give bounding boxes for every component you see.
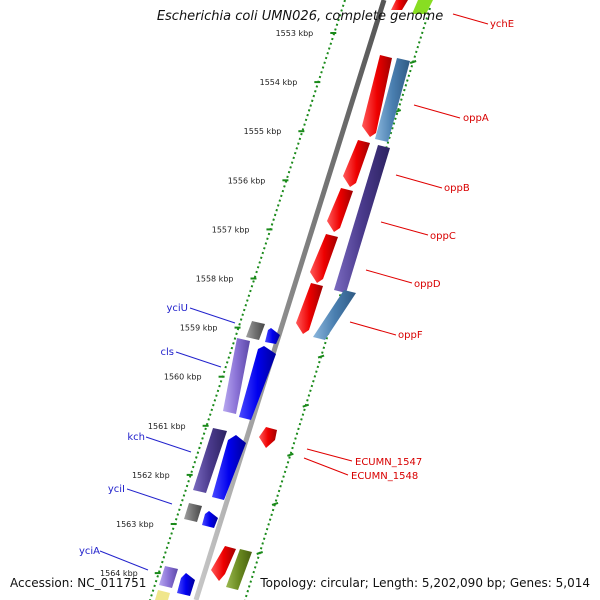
outer-ring-dash	[271, 501, 279, 506]
kbp-tick-label: 1563 kbp	[116, 520, 154, 529]
label-ECUMN-1548[interactable]: ECUMN_1548	[351, 471, 418, 482]
gene-cls-lavender[interactable]	[223, 338, 250, 414]
label-ECUMN-1547[interactable]: ECUMN_1547	[355, 457, 422, 468]
tick-labels: 1553 kbp 1554 kbp 1555 kbp 1556 kbp 1557 kbp…	[100, 29, 313, 578]
gene-bottom-red[interactable]	[211, 546, 236, 581]
feature-steelblue-lower[interactable]	[313, 290, 356, 340]
label-oppA[interactable]: oppA	[463, 113, 489, 124]
kbp-tick-label: 1557 kbp	[212, 225, 250, 234]
inner-ring-boundary	[149, 0, 346, 600]
gene-oppC[interactable]	[327, 188, 353, 232]
map-title: Escherichia coli UMN026, complete genome	[156, 9, 444, 24]
feature-purple-band[interactable]	[334, 145, 390, 293]
left-leader-lines	[99, 307, 236, 571]
gene-kch[interactable]	[212, 435, 246, 500]
kbp-tick-label: 1555 kbp	[244, 127, 282, 136]
outer-ring-dash	[317, 354, 325, 359]
label-yciI[interactable]: yciI	[108, 484, 125, 495]
genome-backbone	[193, 0, 387, 600]
outer-ring-dash	[256, 551, 264, 555]
right-gene-labels: ychE oppA oppB oppC oppD oppF ECUMN_1547…	[351, 19, 514, 482]
gene-ychE[interactable]	[412, 0, 433, 14]
gene-ECUMN-1547[interactable]	[259, 427, 277, 448]
outer-ring-dash	[409, 60, 417, 64]
kbp-tick-label: 1564 kbp	[100, 569, 138, 578]
gene-yciU[interactable]	[265, 328, 280, 344]
kbp-tick-label: 1561 kbp	[148, 422, 186, 431]
gene-yciA[interactable]	[177, 573, 195, 596]
label-yciA[interactable]: yciA	[79, 546, 100, 557]
kbp-tick-label: 1558 kbp	[196, 275, 234, 284]
outer-ring-dash	[287, 452, 294, 457]
gene-oppF[interactable]	[296, 283, 323, 334]
kbp-tick-label: 1562 kbp	[132, 471, 170, 480]
label-yciU[interactable]: yciU	[166, 303, 188, 314]
gene-oppB[interactable]	[343, 140, 370, 187]
kbp-tick-label: 1560 kbp	[164, 373, 202, 382]
label-cls[interactable]: cls	[161, 347, 175, 358]
label-ychE[interactable]: ychE	[490, 19, 514, 30]
reverse-strand-features	[155, 321, 280, 600]
label-kch[interactable]: kch	[127, 432, 145, 443]
gene-oppA[interactable]	[362, 55, 392, 137]
label-oppD[interactable]: oppD	[414, 279, 441, 290]
gene-cls[interactable]	[239, 346, 276, 420]
label-oppF[interactable]: oppF	[398, 330, 423, 341]
gene-yciI[interactable]	[202, 511, 218, 528]
outer-ring-dash	[302, 403, 310, 408]
feature-steelblue-upper[interactable]	[375, 58, 410, 142]
forward-strand-features	[211, 0, 433, 590]
kbp-tick-label: 1559 kbp	[180, 324, 218, 333]
gene-yciA-lavender[interactable]	[159, 566, 178, 588]
gene-yciU-gray[interactable]	[246, 321, 265, 340]
gene-ychE-block[interactable]	[391, 0, 408, 10]
left-gene-labels: yciU cls kch yciI yciA	[79, 303, 188, 557]
kbp-tick-label: 1554 kbp	[260, 78, 298, 87]
right-leader-lines	[303, 13, 489, 476]
kbp-tick-label: 1556 kbp	[228, 176, 266, 185]
kbp-tick-label: 1553 kbp	[276, 29, 314, 38]
label-oppB[interactable]: oppB	[444, 183, 470, 194]
feature-bottom-yellow[interactable]	[155, 590, 170, 600]
accession-text: Accession: NC_011751	[10, 576, 147, 590]
label-oppC[interactable]: oppC	[430, 231, 456, 242]
topology-text: Topology: circular; Length: 5,202,090 bp…	[260, 576, 590, 590]
feature-olive[interactable]	[226, 549, 252, 590]
gene-yciI-gray[interactable]	[184, 503, 202, 522]
gene-oppD[interactable]	[310, 234, 338, 283]
gene-kch-purple[interactable]	[193, 428, 227, 493]
